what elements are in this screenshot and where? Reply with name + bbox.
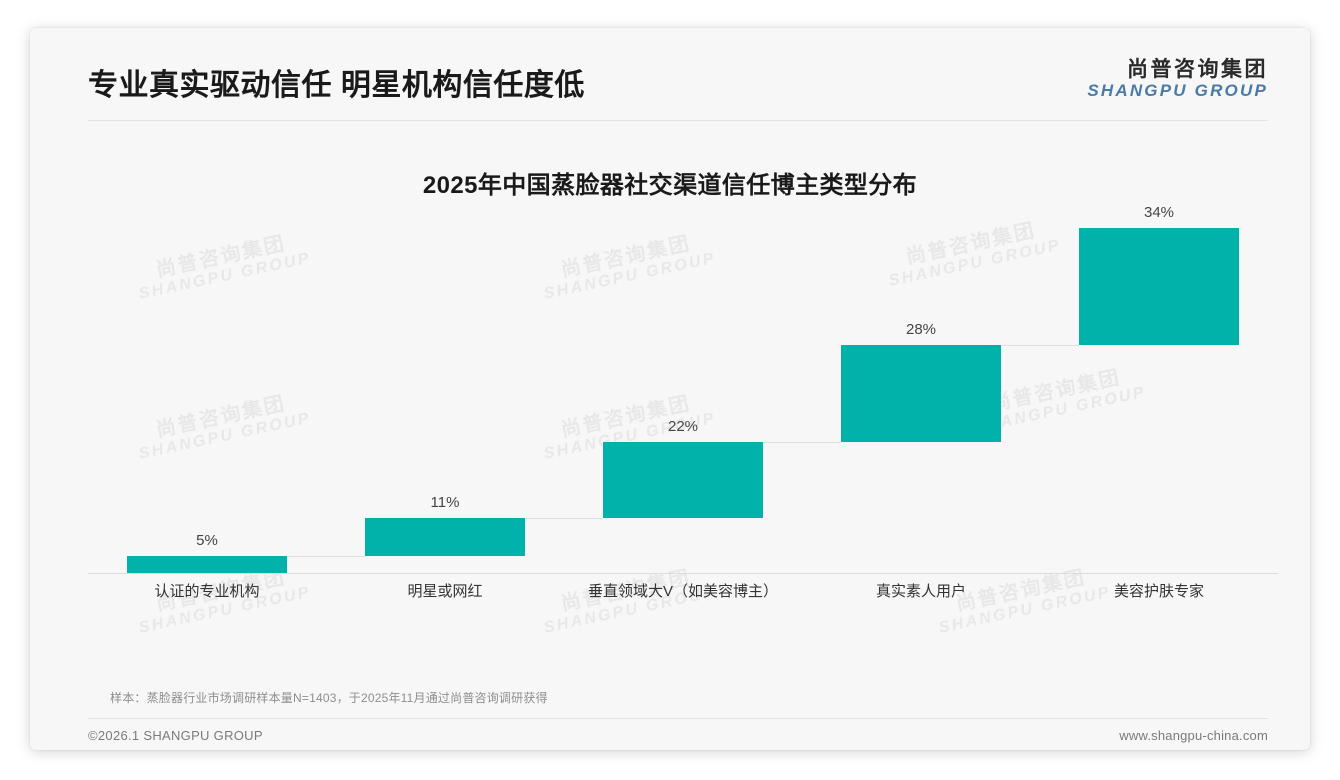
- waterfall-connector-line: [525, 517, 603, 519]
- website-url[interactable]: www.shangpu-china.com: [1119, 728, 1268, 743]
- bar-value-label: 5%: [196, 531, 218, 549]
- waterfall-connector-line: [1001, 345, 1079, 347]
- waterfall-bar[interactable]: [365, 517, 525, 556]
- waterfall-bar-column: 11%: [365, 228, 525, 573]
- category-label: 垂直领域大V（如美容博主）: [587, 583, 778, 600]
- waterfall-bar-column: 22%: [603, 228, 763, 573]
- brand-logo-cn: 尚普咨询集团: [1127, 58, 1268, 81]
- footer-divider: [88, 718, 1268, 719]
- waterfall-bar[interactable]: [127, 555, 287, 573]
- waterfall-bar-column: 5%: [127, 228, 287, 573]
- brand-logo-en: SHANGPU GROUP: [1087, 81, 1268, 101]
- waterfall-bar[interactable]: [1079, 228, 1239, 346]
- copyright-text: ©2026.1 SHANGPU GROUP: [88, 728, 263, 743]
- category-label: 认证的专业机构: [154, 583, 260, 600]
- waterfall-bar[interactable]: [841, 345, 1001, 442]
- waterfall-bar[interactable]: [603, 441, 763, 518]
- brand-logo: 尚普咨询集团 SHANGPU GROUP: [1087, 58, 1268, 101]
- bar-value-label: 34%: [1143, 204, 1175, 221]
- slide-container: 尚普咨询集团 SHANGPU GROUP 尚普咨询集团 SHANGPU GROU…: [30, 28, 1310, 750]
- waterfall-chart: 5% 11% 22% 28% 34%: [88, 204, 1278, 573]
- category-label: 美容护肤专家: [1113, 583, 1204, 600]
- bar-value-label: 28%: [905, 321, 937, 339]
- header-divider: [88, 120, 1268, 121]
- bar-value-label: 22%: [667, 417, 699, 435]
- waterfall-bar-column: 28%: [841, 228, 1001, 573]
- category-label: 真实素人用户: [875, 583, 966, 600]
- chart-baseline-axis: [88, 573, 1278, 574]
- waterfall-connector-line: [287, 555, 365, 557]
- slide-header: 专业真实驱动信任 明星机构信任度低 尚普咨询集团 SHANGPU GROUP: [30, 28, 1310, 120]
- category-label: 明星或网红: [407, 583, 483, 600]
- chart-title: 2025年中国蒸脸器社交渠道信任博主类型分布: [422, 172, 918, 199]
- waterfall-connector-line: [763, 441, 841, 443]
- source-footnote: 样本：蒸脸器行业市场调研样本量N=1403，于2025年11月通过尚普咨询调研获…: [110, 691, 548, 705]
- bar-value-label: 11%: [430, 493, 460, 511]
- slide-footer: ©2026.1 SHANGPU GROUP www.shangpu-china.…: [30, 718, 1310, 750]
- category-axis-labels: 认证的专业机构 明星或网红 垂直领域大V（如美容博主） 真实素人用户 美容护肤专家: [88, 580, 1278, 620]
- waterfall-bar-column: 34%: [1079, 204, 1239, 573]
- page-title: 专业真实驱动信任 明星机构信任度低: [88, 69, 585, 102]
